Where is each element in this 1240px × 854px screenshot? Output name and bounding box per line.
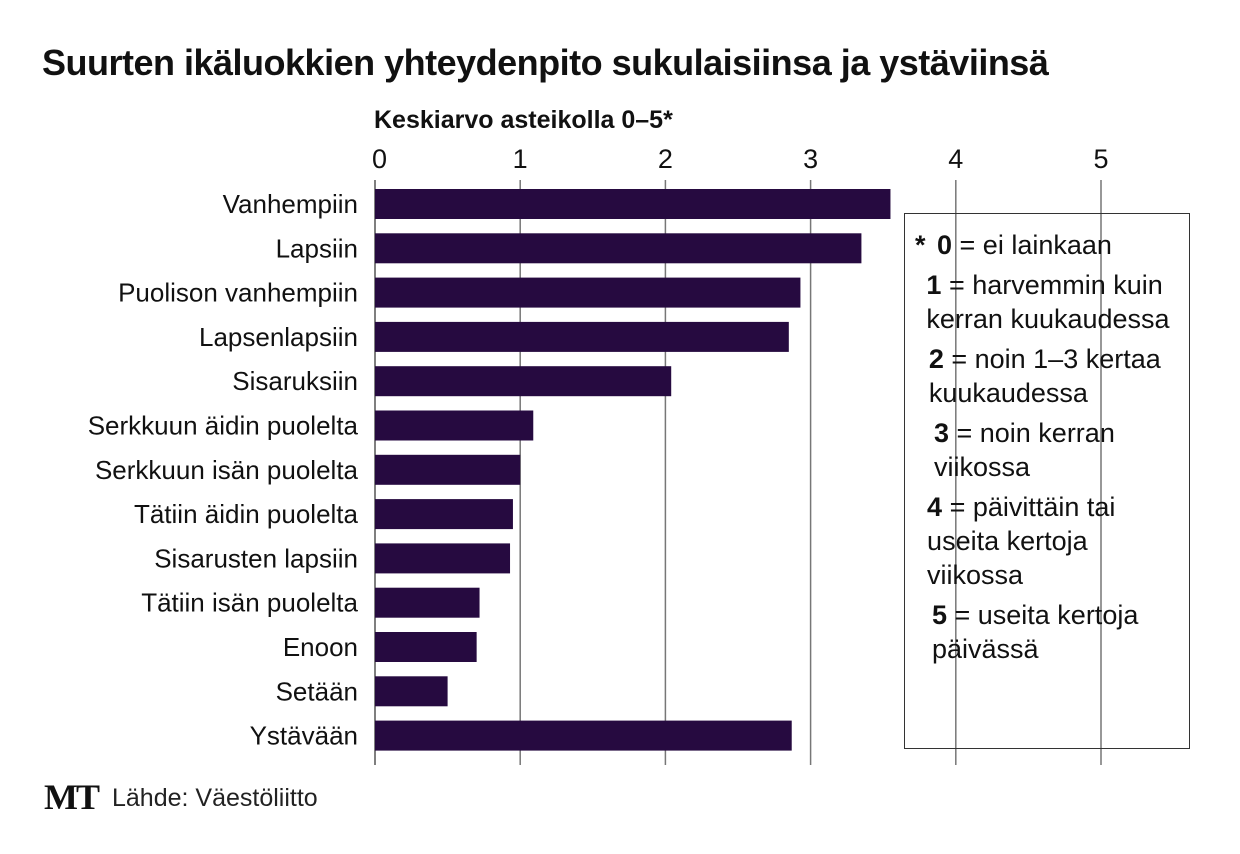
category-label: Enoon (283, 632, 358, 662)
bar (375, 632, 477, 662)
chart-title: Suurten ikäluokkien yhteydenpito sukulai… (42, 42, 1049, 83)
legend-key: 3 (933, 418, 949, 448)
legend-text: = noin 1–3 kertaa kuukaudessa (928, 344, 1161, 408)
legend-key: 5 (931, 600, 947, 630)
legend-star (915, 342, 929, 410)
category-label: Setään (276, 676, 358, 706)
category-label: Lapsenlapsiin (199, 322, 358, 352)
legend-text: = päivittäin tai useita kertoja viikossa (927, 492, 1116, 590)
bar (375, 189, 891, 219)
source-text: Lähde: Väestöliitto (112, 784, 318, 812)
tick-label: 5 (1093, 144, 1108, 174)
category-label: Serkkuun äidin puolelta (88, 411, 359, 441)
legend-item: 2 = noin 1–3 kertaa kuukaudessa (915, 342, 1179, 410)
legend-star (915, 268, 926, 336)
axis-label: Keskiarvo asteikolla 0–5* (374, 106, 673, 134)
legend-text: = ei lainkaan (952, 230, 1112, 260)
legend-item: 5 = useita kertoja päivässä (915, 598, 1179, 666)
bar (375, 454, 521, 485)
bar (375, 587, 480, 618)
legend-key: 2 (928, 344, 944, 374)
tick-label: 0 (372, 144, 387, 174)
category-label: Tätiin äidin puolelta (134, 499, 359, 529)
tick-label: 1 (513, 144, 528, 174)
category-label: Sisaruksiin (232, 366, 358, 396)
legend-star (915, 416, 934, 484)
bar (375, 499, 513, 530)
category-label: Vanhempiin (223, 189, 358, 219)
legend-star (915, 490, 927, 592)
bar (375, 233, 862, 264)
category-label: Lapsiin (276, 233, 358, 263)
legend-text: = useita kertoja päivässä (931, 600, 1139, 664)
bar (375, 543, 511, 574)
bar (375, 410, 534, 441)
tick-label: 4 (948, 144, 963, 174)
legend-key: 4 (927, 492, 943, 522)
legend-item: 1 = harvemmin kuin kerran kuukaudessa (915, 268, 1179, 336)
bar (375, 321, 789, 352)
legend-key: 1 (926, 270, 942, 300)
tick-label: 3 (803, 144, 818, 174)
mt-logo: MT (44, 777, 100, 817)
category-label: Serkkuun isän puolelta (95, 455, 359, 485)
tick-label: 2 (658, 144, 673, 174)
legend-item: * 0 = ei lainkaan (915, 228, 1179, 262)
category-label: Tätiin isän puolelta (141, 588, 358, 618)
bar (375, 366, 672, 397)
bar (375, 720, 792, 751)
legend-key: 0 (937, 230, 953, 260)
bar (375, 676, 448, 707)
legend-item: 4 = päivittäin tai useita kertoja viikos… (915, 490, 1179, 592)
legend-text: = harvemmin kuin kerran kuukaudessa (926, 270, 1170, 334)
category-label: Ystävään (250, 721, 358, 751)
legend-item: 3 = noin kerran viikossa (915, 416, 1179, 484)
category-label: Sisarusten lapsiin (154, 543, 358, 573)
legend-star: * (915, 230, 926, 260)
bar (375, 277, 801, 308)
legend-box: * 0 = ei lainkaan 1 = harvemmin kuin kerr… (904, 213, 1190, 749)
legend-text: = noin kerran viikossa (933, 418, 1115, 482)
category-label: Puolison vanhempiin (118, 278, 358, 308)
legend-star (915, 598, 932, 666)
